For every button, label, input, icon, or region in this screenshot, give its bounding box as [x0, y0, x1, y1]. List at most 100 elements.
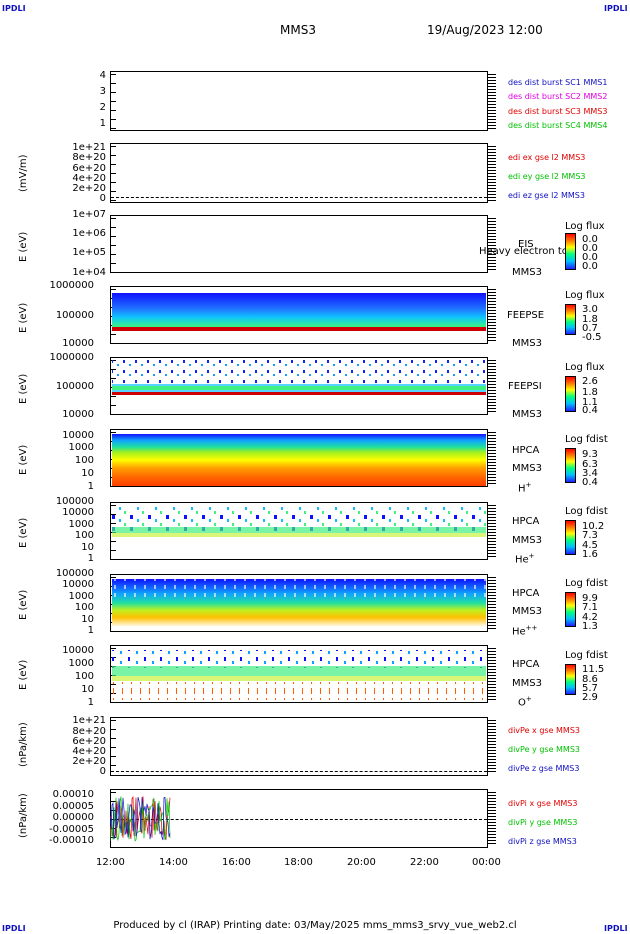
axis-tick-mark — [488, 179, 496, 180]
tick-label: 10000 — [62, 579, 94, 590]
species-name: H — [518, 483, 526, 495]
axis-tick-mark — [488, 729, 496, 730]
axis-tick-mark — [488, 765, 496, 766]
axis-tick-mark — [488, 468, 496, 469]
axis-tick-mark — [488, 831, 496, 832]
axis-tick-mark — [488, 128, 496, 129]
axis-tick-mark — [111, 801, 116, 802]
tick-label: 10000 — [62, 507, 94, 518]
axis-tick-mark — [488, 289, 496, 290]
axis-tick-mark — [488, 681, 496, 682]
x-tick-label: 20:00 — [347, 857, 376, 868]
instrument-label: FEEPSI — [508, 381, 542, 392]
axis-tick-mark — [488, 699, 496, 700]
axis-tick-mark — [488, 197, 496, 198]
axis-tick-mark — [488, 295, 496, 296]
axis-tick-mark — [488, 529, 496, 530]
species-charge: + — [525, 481, 532, 489]
axis-tick-mark — [111, 227, 116, 228]
axis-tick-mark — [111, 245, 116, 246]
species-label: O+ — [518, 695, 532, 708]
colorbar-value: 10.2 — [582, 521, 605, 532]
tick-label: 0 — [99, 766, 106, 777]
y-axis-label: (mV/m) — [18, 154, 29, 193]
divpi-series-group — [110, 796, 171, 842]
axis-tick-mark — [488, 753, 496, 754]
axis-tick-mark — [488, 738, 496, 739]
tick-label: 2 — [99, 102, 106, 113]
colorbar-value: 0.4 — [582, 477, 598, 488]
axis-tick-mark — [111, 263, 116, 264]
tick-label: 100000 — [55, 496, 94, 507]
axis-tick-mark — [488, 771, 496, 772]
species-label: He++ — [512, 624, 537, 637]
tick-label: 100 — [74, 530, 94, 541]
tick-label: 1e+04 — [72, 267, 106, 278]
axis-tick-mark — [488, 654, 496, 655]
axis-tick-mark — [488, 747, 496, 748]
axis-tick-mark — [488, 517, 496, 518]
colorbar-value: 0.0 — [582, 252, 598, 263]
axis-tick-mark — [111, 541, 116, 542]
tick-label: 4e+20 — [72, 173, 106, 184]
axis-tick-mark — [488, 80, 496, 81]
axis-tick-mark — [488, 628, 496, 629]
axis-tick-mark — [111, 756, 116, 757]
axis-tick-mark — [488, 307, 496, 308]
axis-tick-mark — [488, 337, 496, 338]
axis-tick-mark — [488, 663, 496, 664]
feepsi-spectrogram — [112, 360, 486, 395]
axis-tick-mark — [488, 292, 496, 293]
colorbar — [565, 664, 576, 695]
x-tick-label: 22:00 — [410, 857, 439, 868]
panel-eis — [110, 215, 496, 273]
species-label: He+ — [515, 552, 535, 565]
tick-label: 100 — [74, 455, 94, 466]
axis-tick-mark — [488, 310, 496, 311]
tick-label: 0.00005 — [52, 801, 94, 812]
axis-tick-mark — [488, 825, 496, 826]
axis-tick-mark — [488, 381, 496, 382]
divpi-traces — [110, 796, 171, 842]
tick-label: 100000 — [55, 381, 94, 392]
axis-tick-mark — [111, 173, 116, 174]
axis-tick-mark — [488, 146, 496, 147]
spacecraft-label: MMS3 — [512, 535, 542, 546]
axis-tick-mark — [488, 505, 496, 506]
tick-label: 1 — [87, 625, 94, 636]
axis-tick-mark — [488, 390, 496, 391]
instrument-label: HPCA — [512, 445, 540, 456]
axis-tick-mark — [488, 340, 496, 341]
axis-tick-mark — [488, 762, 496, 763]
axis-tick-mark — [488, 393, 496, 394]
axis-tick-mark — [488, 547, 496, 548]
axis-tick-mark — [488, 164, 496, 165]
axis-tick-mark — [488, 435, 496, 436]
spacecraft-title: MMS3 — [280, 23, 316, 37]
spacecraft-label: MMS3 — [512, 267, 542, 278]
x-tick-label: 18:00 — [284, 857, 313, 868]
footer-credit: Produced by cl (IRAP) Printing date: 03/… — [113, 920, 517, 931]
axis-tick-mark — [111, 577, 116, 578]
axis-tick-mark — [488, 759, 496, 760]
colorbar-value: 4.2 — [582, 612, 598, 623]
instrument-label: FEEPSE — [507, 310, 545, 321]
tick-label: 1000 — [68, 591, 94, 602]
x-tick-label: 16:00 — [222, 857, 251, 868]
axis-tick-mark — [488, 266, 496, 267]
axis-tick-mark — [488, 583, 496, 584]
colorbar-title: Log flux — [565, 362, 605, 373]
axis-tick-mark — [488, 795, 496, 796]
axis-tick-mark — [111, 74, 116, 75]
axis-tick-mark — [488, 185, 496, 186]
panel-divpe — [110, 717, 496, 776]
axis-tick-mark — [488, 239, 496, 240]
panel-divpi — [110, 789, 496, 848]
tick-label: 4 — [99, 70, 106, 81]
axis-tick-mark — [488, 257, 496, 258]
colorbar-value: 0.0 — [582, 234, 598, 245]
axis-tick-mark — [488, 687, 496, 688]
axis-tick-mark — [488, 254, 496, 255]
colorbar — [565, 376, 576, 412]
axis-tick-mark — [488, 538, 496, 539]
